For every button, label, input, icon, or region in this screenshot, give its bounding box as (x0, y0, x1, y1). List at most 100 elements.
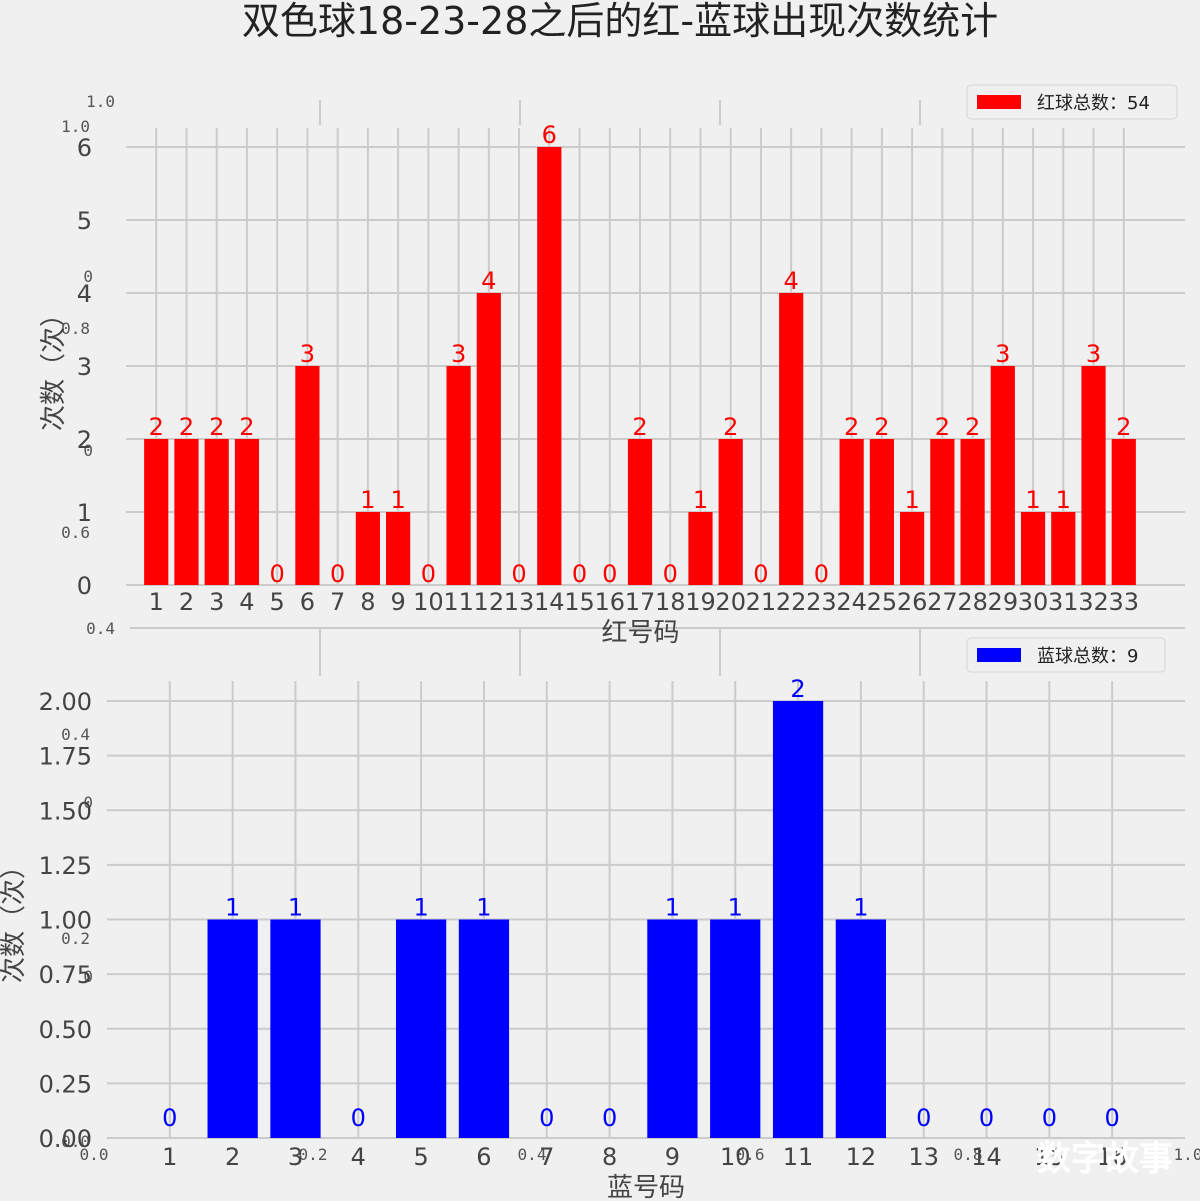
bar (458, 919, 510, 1138)
legend-box (966, 84, 1178, 120)
ghost-ytick: 1.0 (61, 117, 90, 136)
x-tick-label: 13 (908, 1143, 939, 1171)
data-label: 1 (853, 894, 868, 922)
bar (446, 366, 471, 585)
bar (395, 919, 447, 1138)
bar (960, 439, 985, 585)
x-tick-label: 4 (351, 1143, 366, 1171)
ghost-xtick: 0.2 (299, 1145, 328, 1164)
data-label: 1 (1056, 486, 1071, 514)
ghost-ytick: 1.0 (86, 92, 115, 111)
x-tick-label: 16 (594, 588, 625, 616)
x-tick-label: 9 (390, 588, 405, 616)
y-axis-label: 次数（次） (39, 301, 69, 431)
ghost-ytick: 0.2 (61, 929, 90, 948)
x-tick-label: 16 (1097, 1143, 1128, 1171)
data-label: 3 (300, 340, 315, 368)
x-tick-label: 1 (162, 1143, 177, 1171)
x-tick-label: 3 (288, 1143, 303, 1171)
x-tick-label: 10 (720, 1143, 751, 1171)
bar (930, 439, 955, 585)
y-tick-label: 2 (77, 426, 92, 454)
y-tick-label: 4 (77, 280, 92, 308)
data-label: 1 (390, 486, 405, 514)
data-label: 2 (790, 675, 805, 703)
bar (772, 701, 824, 1138)
y-tick-label: 1.00 (39, 907, 92, 935)
bar (386, 512, 411, 585)
x-tick-label: 28 (957, 588, 988, 616)
data-label: 0 (270, 560, 285, 588)
data-label: 0 (539, 1104, 554, 1132)
x-tick-label: 17 (625, 588, 656, 616)
x-tick-label: 7 (330, 588, 345, 616)
y-tick-label: 1 (77, 499, 92, 527)
data-label: 0 (572, 560, 587, 588)
bar (174, 439, 199, 585)
data-label: 0 (753, 560, 768, 588)
data-label: 2 (874, 413, 889, 441)
bar (718, 439, 743, 585)
data-label: 0 (979, 1104, 994, 1132)
bar (1081, 366, 1106, 585)
ghost-ytick: 0.0 (61, 1132, 90, 1151)
x-tick-label: 5 (413, 1143, 428, 1171)
data-label: 2 (632, 413, 647, 441)
ghost-zero-label: 0 (83, 267, 93, 286)
bar (537, 147, 562, 585)
legend-swatch (977, 648, 1021, 662)
ghost-zero-label: 0 (83, 441, 93, 460)
x-tick-label: 2 (225, 1143, 240, 1171)
bar (295, 366, 320, 585)
data-label: 1 (413, 894, 428, 922)
data-label: 3 (995, 340, 1010, 368)
x-tick-label: 26 (897, 588, 928, 616)
x-tick-label: 14 (534, 588, 565, 616)
x-tick-label: 6 (476, 1143, 491, 1171)
x-tick-label: 12 (846, 1143, 877, 1171)
y-tick-label: 0.25 (39, 1070, 92, 1098)
data-label: 6 (542, 121, 557, 149)
data-label: 2 (179, 413, 194, 441)
bar (476, 293, 501, 585)
x-tick-label: 20 (715, 588, 746, 616)
bar (207, 919, 258, 1138)
legend-label: 红球总数：54 (1037, 93, 1150, 114)
bar (835, 919, 887, 1138)
legend-swatch (977, 95, 1021, 109)
y-tick-label: 3 (77, 353, 92, 381)
bar (1111, 439, 1136, 585)
x-tick-label: 30 (1018, 588, 1049, 616)
x-tick-label: 22 (776, 588, 807, 616)
x-tick-label: 7 (539, 1143, 554, 1171)
y-tick-label: 1.50 (39, 797, 92, 825)
ghost-xtick: 0.4 (518, 1145, 547, 1164)
x-tick-label: 4 (239, 588, 254, 616)
x-tick-label: 31 (1048, 588, 1079, 616)
x-tick-label: 21 (746, 588, 777, 616)
data-label: 0 (162, 1104, 177, 1132)
data-label: 0 (1042, 1104, 1057, 1132)
bar (144, 439, 169, 585)
data-label: 1 (476, 894, 491, 922)
ghost-zero-label: 0 (83, 967, 93, 986)
data-label: 2 (1116, 413, 1131, 441)
ghost-ytick: 0.6 (61, 523, 90, 542)
x-tick-label: 6 (300, 588, 315, 616)
x-tick-label: 5 (270, 588, 285, 616)
x-tick-label: 15 (1034, 1143, 1065, 1171)
bar (839, 439, 864, 585)
ghost-ytick: 0.4 (61, 725, 90, 744)
watermark: 数字故事 (1037, 1139, 1173, 1179)
ghost-xtick: 0.6 (736, 1145, 765, 1164)
y-axis-label: 次数（次） (0, 853, 29, 983)
x-tick-label: 1 (149, 588, 164, 616)
x-tick-label: 14 (971, 1143, 1002, 1171)
ghost-xtick: 0.0 (80, 1145, 109, 1164)
ghost-ytick: 0.4 (86, 619, 115, 638)
data-label: 2 (149, 413, 164, 441)
